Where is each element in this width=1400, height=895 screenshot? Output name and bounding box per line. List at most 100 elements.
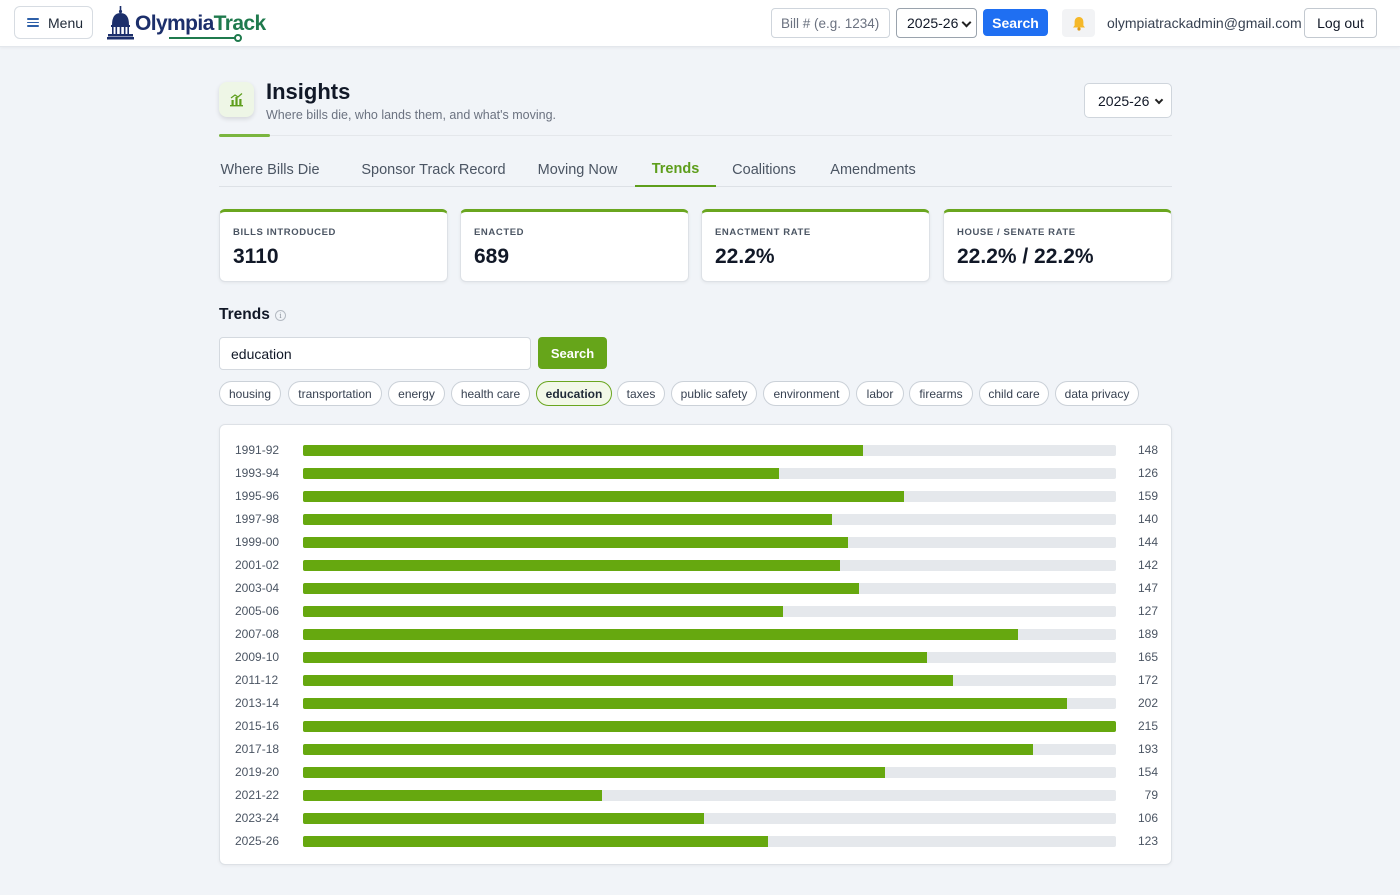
chart-row: 1999-00 144 <box>220 530 1173 553</box>
chart-value-label: 189 <box>1137 627 1158 641</box>
tab-trends[interactable]: Trends <box>635 153 716 187</box>
topic-chip-transportation[interactable]: transportation <box>288 381 382 406</box>
chart-bar-track <box>303 836 1116 847</box>
menu-label: Menu <box>48 14 84 31</box>
chart-bar <box>303 491 904 502</box>
chart-row: 2007-08 189 <box>220 622 1173 645</box>
chart-bar-track <box>303 514 1116 525</box>
topic-chip-environment[interactable]: environment <box>763 381 850 406</box>
chart-row: 2019-20 154 <box>220 760 1173 783</box>
chart-row: 1993-94 126 <box>220 461 1173 484</box>
insights-session-value: 2025-26 <box>1098 92 1150 109</box>
bill-search-button[interactable]: Search <box>983 9 1048 36</box>
stat-label: BILLS INTRODUCED <box>233 227 337 238</box>
stat-label: HOUSE / SENATE RATE <box>957 227 1076 238</box>
chart-value-label: 79 <box>1144 788 1158 802</box>
chart-category-label: 2001-02 <box>235 558 280 572</box>
stat-label: ENACTED <box>474 227 525 238</box>
topic-chip-health-care[interactable]: health care <box>451 381 530 406</box>
topic-search-button[interactable]: Search <box>538 337 607 369</box>
logo-text-part1: Olympia <box>135 12 214 35</box>
chart-bar <box>303 445 863 456</box>
chart-category-label: 2005-06 <box>235 604 280 618</box>
chart-category-label: 1991-92 <box>235 443 280 457</box>
logout-button[interactable]: Log out <box>1304 8 1377 38</box>
stat-card-house-senate-rate: HOUSE / SENATE RATE 22.2% / 22.2% <box>943 209 1172 282</box>
chevron-down-icon <box>961 17 972 28</box>
tab-where-bills-die[interactable]: Where Bills Die <box>220 162 320 178</box>
chart-category-label: 1997-98 <box>235 512 280 526</box>
chart-category-label: 1993-94 <box>235 466 280 480</box>
chart-row: 2025-26 123 <box>220 829 1173 852</box>
chart-bar-track <box>303 675 1116 686</box>
logo-text: OlympiaTrack <box>135 13 266 34</box>
insights-icon <box>219 82 254 117</box>
chart-value-label: 202 <box>1137 696 1158 710</box>
chart-value-label: 144 <box>1137 535 1158 549</box>
chart-value-label: 159 <box>1137 489 1158 503</box>
chart-value-label: 165 <box>1137 650 1158 664</box>
topic-chip-housing[interactable]: housing <box>219 381 281 406</box>
chart-category-label: 2007-08 <box>235 627 280 641</box>
chart-value-label: 127 <box>1137 604 1158 618</box>
topic-chip-education[interactable]: education <box>536 381 612 406</box>
capitol-dome-icon <box>107 6 134 40</box>
header-divider <box>219 135 1172 136</box>
chart-category-label: 2019-20 <box>235 765 280 779</box>
session-select[interactable]: 2025-26 <box>896 8 977 38</box>
chart-category-label: 2003-04 <box>235 581 280 595</box>
chart-bar <box>303 629 1018 640</box>
hamburger-icon <box>27 18 39 27</box>
notifications-button[interactable] <box>1062 9 1095 37</box>
topic-chip-labor[interactable]: labor <box>856 381 904 406</box>
chart-category-label: 2025-26 <box>235 834 280 848</box>
stat-value: 22.2% / 22.2% <box>957 245 1094 268</box>
logo[interactable]: OlympiaTrack <box>107 4 266 42</box>
bar-chart-icon <box>230 93 243 107</box>
trends-heading: Trends <box>219 306 270 323</box>
insights-session-select[interactable]: 2025-26 <box>1084 83 1172 118</box>
tab-amendments[interactable]: Amendments <box>830 162 916 178</box>
top-bar: Menu OlympiaTrack Bill # (e.g. 1234) 202… <box>0 0 1400 47</box>
chart-row: 2009-10 165 <box>220 645 1173 668</box>
chart-row: 2013-14 202 <box>220 691 1173 714</box>
bill-number-input[interactable]: Bill # (e.g. 1234) <box>771 8 890 38</box>
chart-bar-track <box>303 560 1116 571</box>
topic-chip-energy[interactable]: energy <box>388 381 445 406</box>
chart-row: 2001-02 142 <box>220 553 1173 576</box>
chart-bar <box>303 583 859 594</box>
chart-bar <box>303 537 848 548</box>
chart-bar <box>303 652 927 663</box>
insights-tabs: Where Bills Die Sponsor Track Record Mov… <box>219 153 1172 187</box>
info-icon[interactable]: i <box>275 310 286 321</box>
topic-chip-firearms[interactable]: firearms <box>909 381 973 406</box>
chart-bar <box>303 468 779 479</box>
stat-card-bills-introduced: BILLS INTRODUCED 3110 <box>219 209 448 282</box>
chart-row: 2003-04 147 <box>220 576 1173 599</box>
chart-bar-track <box>303 813 1116 824</box>
tab-moving-now[interactable]: Moving Now <box>537 162 618 178</box>
bell-icon <box>1072 16 1085 31</box>
chart-bar <box>303 675 953 686</box>
chart-bar-track <box>303 606 1116 617</box>
tab-coalitions[interactable]: Coalitions <box>732 162 796 178</box>
chart-bar <box>303 790 602 801</box>
topic-chip-public-safety[interactable]: public safety <box>671 381 757 406</box>
menu-button[interactable]: Menu <box>14 6 93 39</box>
chart-category-label: 2011-12 <box>235 673 279 687</box>
chart-category-label: 2015-16 <box>235 719 280 733</box>
chart-value-label: 140 <box>1137 512 1158 526</box>
chart-bar-track <box>303 583 1116 594</box>
topic-chip-data-privacy[interactable]: data privacy <box>1055 381 1139 406</box>
topic-chip-taxes[interactable]: taxes <box>617 381 665 406</box>
topic-search-input[interactable]: education <box>219 337 531 370</box>
chart-value-label: 154 <box>1137 765 1158 779</box>
chart-category-label: 2017-18 <box>235 742 280 756</box>
topic-chip-child-care[interactable]: child care <box>979 381 1049 406</box>
chart-bar <box>303 721 1116 732</box>
chart-bar-track <box>303 721 1116 732</box>
chart-bar-track <box>303 767 1116 778</box>
tab-sponsor-track-record[interactable]: Sponsor Track Record <box>361 162 506 178</box>
header-accent <box>219 134 270 137</box>
chart-category-label: 2009-10 <box>235 650 280 664</box>
